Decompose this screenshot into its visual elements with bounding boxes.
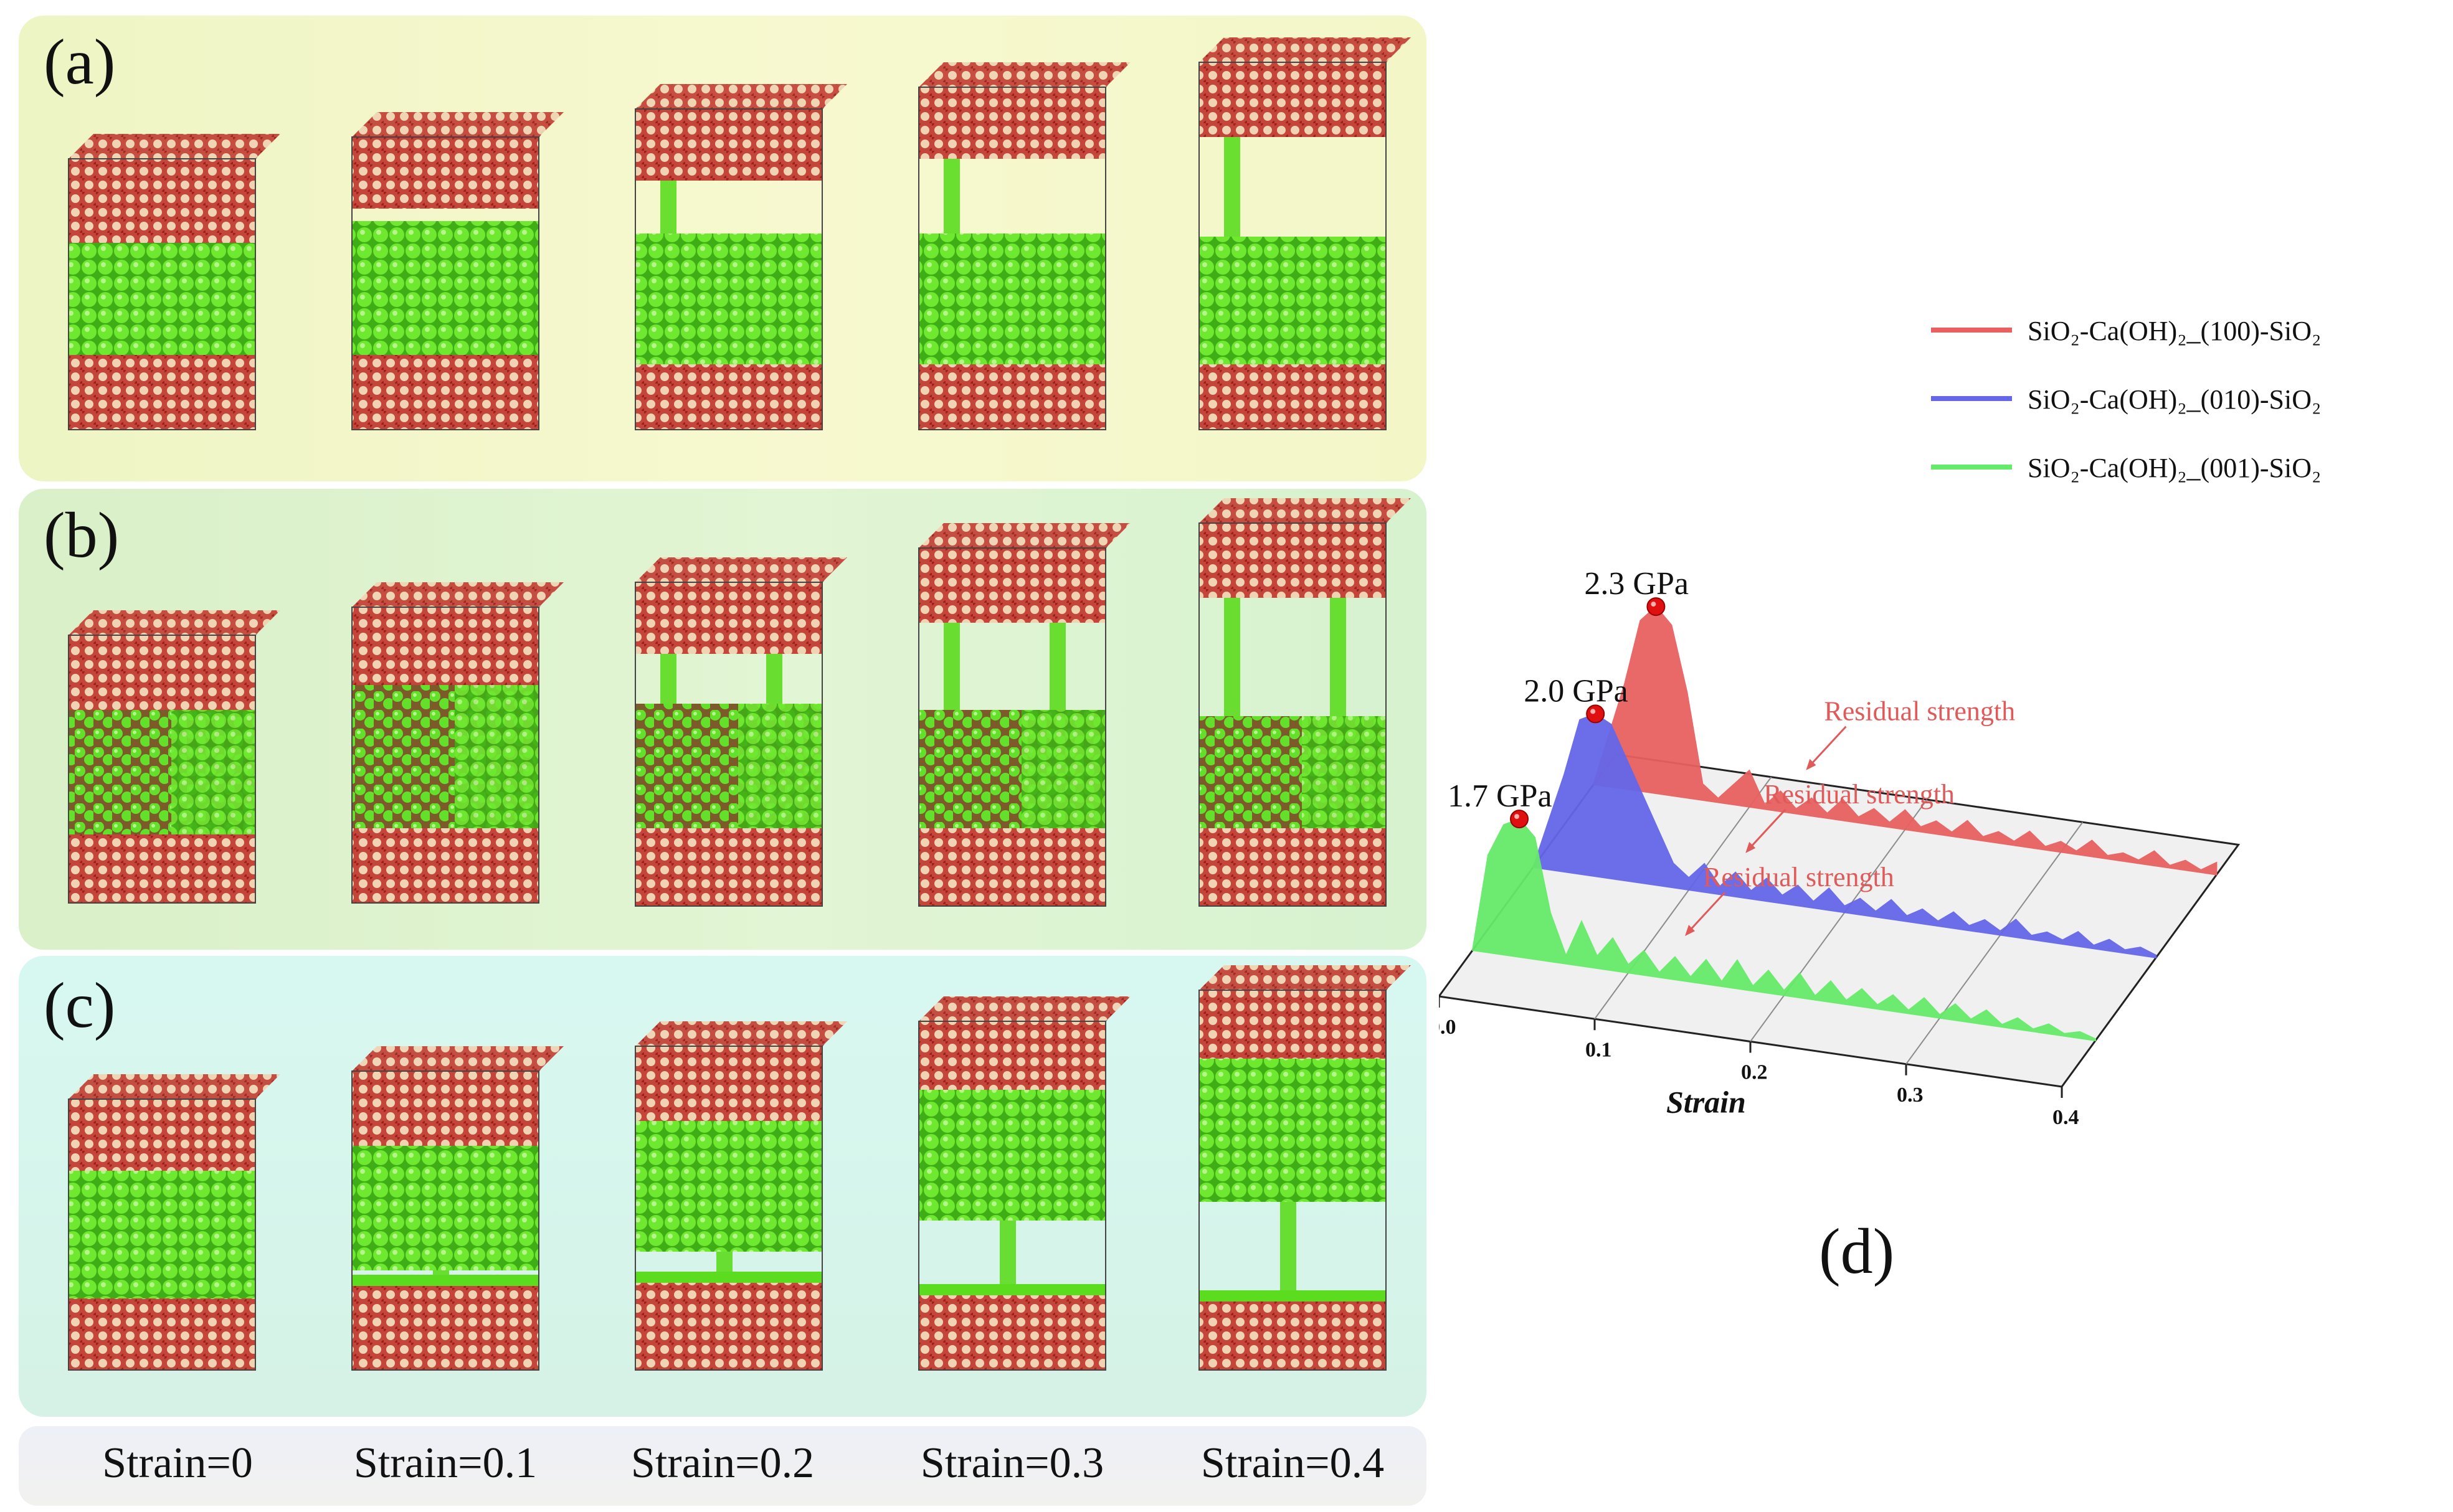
strain-label-0.2: Strain=0.2 xyxy=(630,1439,815,1487)
snapshot-c-snapshot-strain-0.3 xyxy=(918,996,1131,1371)
floor-grid-line xyxy=(1905,821,2084,1065)
strain-label-0.1: Strain=0.1 xyxy=(353,1439,538,1487)
x-tick-label: 0.3 xyxy=(1897,1084,1924,1107)
strain-label-bar xyxy=(19,1426,1426,1506)
snapshot-a-snapshot-strain-0 xyxy=(68,134,280,430)
snapshot-c-snapshot-strain-0.1 xyxy=(351,1046,564,1371)
peak-label: 2.0 GPa xyxy=(1524,673,1628,709)
residual-strength-arrow xyxy=(1808,725,1847,768)
residual-strength-arrow xyxy=(1747,808,1786,851)
series-area xyxy=(1532,713,2157,958)
legend-label: SiO₂-Ca(OH)₂_(001)-SiO₂ xyxy=(2028,453,2321,483)
legend-label: SiO₂-Ca(OH)₂_(010)-SiO₂ xyxy=(2028,384,2321,415)
chart-axis: 0.0 0.1 0.2 0.3 0.4 Strain xyxy=(1439,996,2079,1129)
residual-strength-label: Residual strength xyxy=(1824,696,2015,727)
snapshot-b-snapshot-strain-0.1 xyxy=(351,582,564,904)
residual-strength-arrowhead xyxy=(1745,841,1756,853)
peak-marker-highlight xyxy=(1651,602,1656,607)
peak-marker xyxy=(1586,704,1605,724)
floor-grid-line xyxy=(1594,777,1772,1019)
series-area xyxy=(1471,818,2096,1042)
x-tick-label: 0.4 xyxy=(2052,1106,2079,1129)
strain-label-0.3: Strain=0.3 xyxy=(920,1439,1104,1487)
snapshot-c-snapshot-strain-0.4 xyxy=(1198,965,1411,1371)
series-area xyxy=(1593,605,2218,876)
residual-strength-label: Residual strength xyxy=(1763,779,1955,810)
panel-label-a: (a) xyxy=(44,26,116,98)
peak-marker xyxy=(1510,810,1529,829)
residual-strength-arrowhead xyxy=(1685,925,1695,937)
snapshot-b-snapshot-strain-0.3 xyxy=(918,523,1131,907)
floor-grid-line xyxy=(1750,799,1928,1042)
x-axis-label: Strain xyxy=(1666,1085,1746,1120)
panel-label-d: (d) xyxy=(1819,1216,1895,1287)
series-0: 2.3 GPa Residual strength xyxy=(1584,566,2218,876)
series-2: 1.7 GPa Residual strength xyxy=(1448,778,2096,1042)
snapshot-c-snapshot-strain-0.2 xyxy=(635,1021,847,1371)
peak-marker xyxy=(1646,597,1666,617)
snapshot-a-snapshot-strain-0.3 xyxy=(918,62,1131,430)
peak-marker-highlight xyxy=(1514,814,1519,820)
legend-label: SiO₂-Ca(OH)₂_(100)-SiO₂ xyxy=(2028,316,2321,346)
stress-strain-chart: 2.3 GPa Residual strength 2.0 GPa Residual … xyxy=(1439,316,2321,1129)
panel-label-b: (b) xyxy=(44,499,120,571)
snapshot-a-snapshot-strain-0.2 xyxy=(635,84,847,430)
snapshot-a-snapshot-strain-0.1 xyxy=(351,112,564,430)
residual-strength-arrowhead xyxy=(1806,758,1816,770)
snapshot-b-snapshot-strain-0.2 xyxy=(635,557,847,907)
peak-marker-highlight xyxy=(1590,709,1596,714)
residual-strength-label: Residual strength xyxy=(1703,862,1894,892)
panel-label-c: (c) xyxy=(44,970,116,1041)
peak-label: 2.3 GPa xyxy=(1584,566,1689,602)
x-tick-label: 0.2 xyxy=(1741,1061,1768,1084)
residual-strength-arrow xyxy=(1686,892,1726,934)
chart-legend: SiO₂-Ca(OH)₂_(100)-SiO₂ SiO₂-Ca(OH)₂_(010… xyxy=(1931,316,2321,483)
series-1: 2.0 GPa Residual strength xyxy=(1524,673,2157,958)
snapshot-b-snapshot-strain-0.4 xyxy=(1198,498,1411,907)
x-tick-label: 0.1 xyxy=(1585,1038,1612,1061)
snapshot-c-snapshot-strain-0 xyxy=(68,1074,280,1371)
peak-label: 1.7 GPa xyxy=(1448,778,1552,814)
x-tick-label: 0.0 xyxy=(1439,1016,1456,1039)
strain-label-0.4: Strain=0.4 xyxy=(1200,1439,1385,1487)
strain-label-0: Strain=0 xyxy=(102,1439,253,1487)
snapshot-a-snapshot-strain-0.4 xyxy=(1198,37,1411,430)
chart-series: 2.3 GPa Residual strength 2.0 GPa Residual … xyxy=(1448,566,2218,1042)
snapshot-b-snapshot-strain-0 xyxy=(68,610,280,904)
